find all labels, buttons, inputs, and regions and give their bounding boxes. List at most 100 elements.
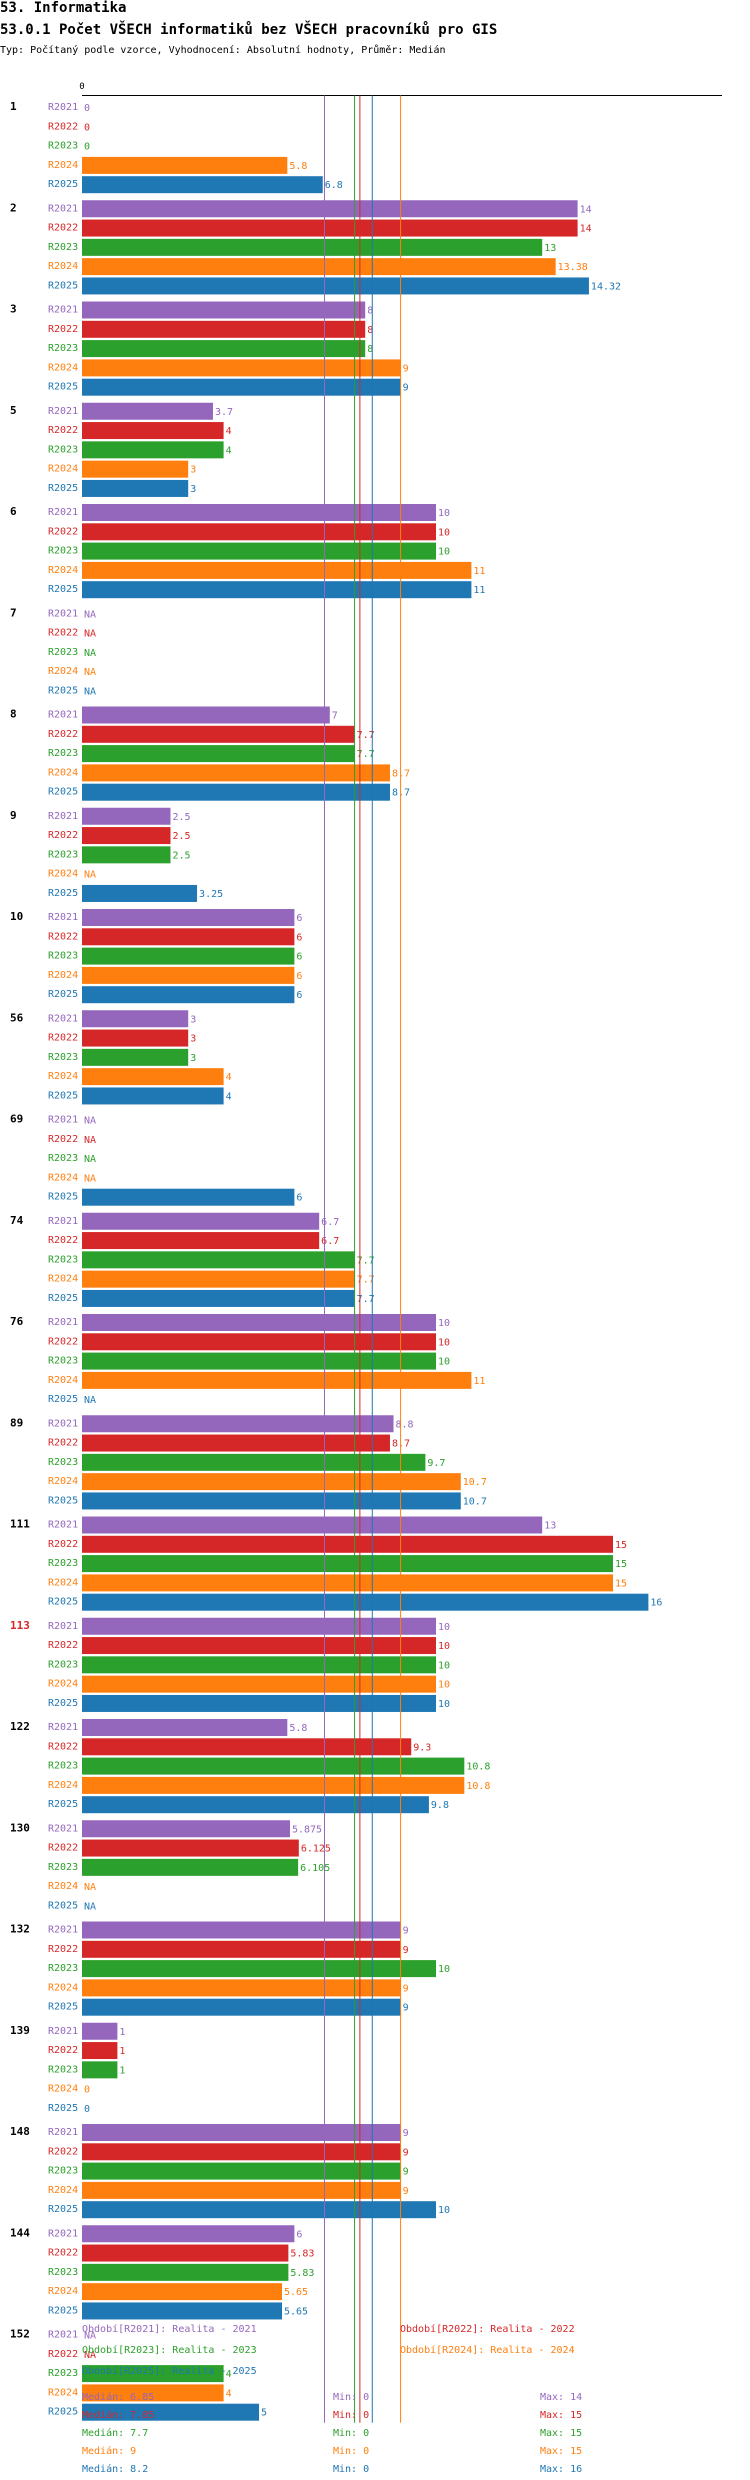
series-label: R2022: [48, 1033, 78, 1044]
data-label: 3: [190, 1034, 196, 1045]
series-label: R2022: [48, 729, 78, 740]
data-label: 0: [84, 142, 90, 153]
bar: [82, 1555, 613, 1573]
series-label: R2021: [48, 710, 78, 721]
data-label: 10: [438, 1337, 450, 1348]
data-label: 15: [615, 1540, 627, 1551]
data-label: NA: [84, 1135, 96, 1146]
data-label: NA: [84, 1154, 96, 1165]
data-label: NA: [84, 870, 96, 881]
data-label: 8: [367, 306, 373, 317]
series-label: R2025: [48, 280, 78, 291]
data-label: 7.7: [357, 1255, 375, 1266]
bar: [82, 1289, 355, 1307]
series-label: R2021: [48, 811, 78, 822]
bar: [82, 1796, 429, 1814]
group-label: 10: [10, 910, 23, 923]
series-label: R2022: [48, 1438, 78, 1449]
data-label: 10: [438, 1622, 450, 1633]
series-label: R2025: [48, 1090, 78, 1101]
data-label: 9: [403, 1945, 409, 1956]
bar: [82, 2403, 259, 2421]
series-label: R2022: [48, 931, 78, 942]
series-label: R2024: [48, 565, 78, 576]
bar: [82, 827, 171, 845]
data-label: 1: [119, 2046, 125, 2057]
bar: [82, 2283, 283, 2301]
bar: [82, 2061, 118, 2079]
legend-period: Období[R2025]: Realita - 2025: [82, 2366, 257, 2377]
series-label: R2024: [48, 767, 78, 778]
bar: [82, 1738, 412, 1756]
series-label: R2025: [48, 1394, 78, 1405]
series-label: R2022: [48, 324, 78, 335]
series-label: R2022: [48, 1336, 78, 1347]
data-label: 1: [119, 2065, 125, 2076]
bar: [82, 542, 436, 560]
series-label: R2022: [48, 1640, 78, 1651]
bar: [82, 725, 355, 743]
bar: [82, 1333, 436, 1351]
legend-min: Min: 0: [333, 2446, 370, 2457]
legend-median: Medián: 7.85: [82, 2410, 155, 2421]
data-label: 4: [226, 426, 232, 437]
data-label: 0: [84, 2104, 90, 2115]
series-label: R2022: [48, 1134, 78, 1145]
data-label: 8: [367, 325, 373, 336]
series-label: R2022: [48, 1539, 78, 1550]
data-label: 10.8: [466, 1781, 490, 1792]
bar: [82, 258, 556, 276]
data-label: 14: [580, 204, 592, 215]
data-label: 10: [438, 1680, 450, 1691]
data-label: 5.8: [289, 1723, 307, 1734]
group-label: 111: [10, 1518, 30, 1531]
bar: [82, 1593, 649, 1611]
data-label: 6.105: [300, 1863, 330, 1874]
series-label: R2022: [48, 1944, 78, 1955]
data-label: 7.7: [357, 749, 375, 760]
data-label: 10.8: [466, 1762, 490, 1773]
bar: [82, 1453, 426, 1471]
bar: [82, 1839, 299, 1857]
series-label: R2024: [48, 2084, 78, 2095]
bar: [82, 1212, 320, 1230]
bar: [82, 2143, 401, 2161]
bar: [82, 2162, 401, 2180]
data-label: NA: [84, 1901, 96, 1912]
bar: [82, 441, 224, 459]
data-label: 0: [84, 122, 90, 133]
group-label: 130: [10, 1821, 30, 1834]
bar: [82, 1415, 394, 1433]
bar: [82, 2181, 401, 2199]
data-label: NA: [84, 1882, 96, 1893]
series-label: R2024: [48, 1172, 78, 1183]
bar: [82, 1535, 613, 1553]
data-label: 9: [403, 2147, 409, 2158]
series-label: R2025: [48, 382, 78, 393]
series-label: R2025: [48, 584, 78, 595]
series-label: R2022: [48, 526, 78, 537]
bar: [82, 1921, 401, 1939]
data-label: 3: [190, 1014, 196, 1025]
data-label: 2.5: [173, 812, 191, 823]
bar: [82, 1352, 436, 1370]
data-label: 10: [438, 2205, 450, 2216]
data-label: 7: [332, 711, 338, 722]
data-label: 6: [296, 1193, 302, 1204]
data-label: 3: [190, 465, 196, 476]
group-label: 132: [10, 1923, 30, 1936]
series-label: R2021: [48, 608, 78, 619]
data-label: 6: [296, 952, 302, 963]
series-label: R2021: [48, 507, 78, 518]
bar: [82, 947, 295, 965]
data-label: 10: [438, 1641, 450, 1652]
series-label: R2024: [48, 2286, 78, 2297]
bar: [82, 1434, 390, 1452]
series-label: R2025: [48, 179, 78, 190]
data-label: 15: [615, 1559, 627, 1570]
series-label: R2022: [48, 2045, 78, 2056]
legend-max: Max: 16: [540, 2464, 583, 2475]
series-label: R2023: [48, 2368, 78, 2379]
data-label: 9: [403, 2128, 409, 2139]
group-label: 113: [10, 1619, 30, 1632]
